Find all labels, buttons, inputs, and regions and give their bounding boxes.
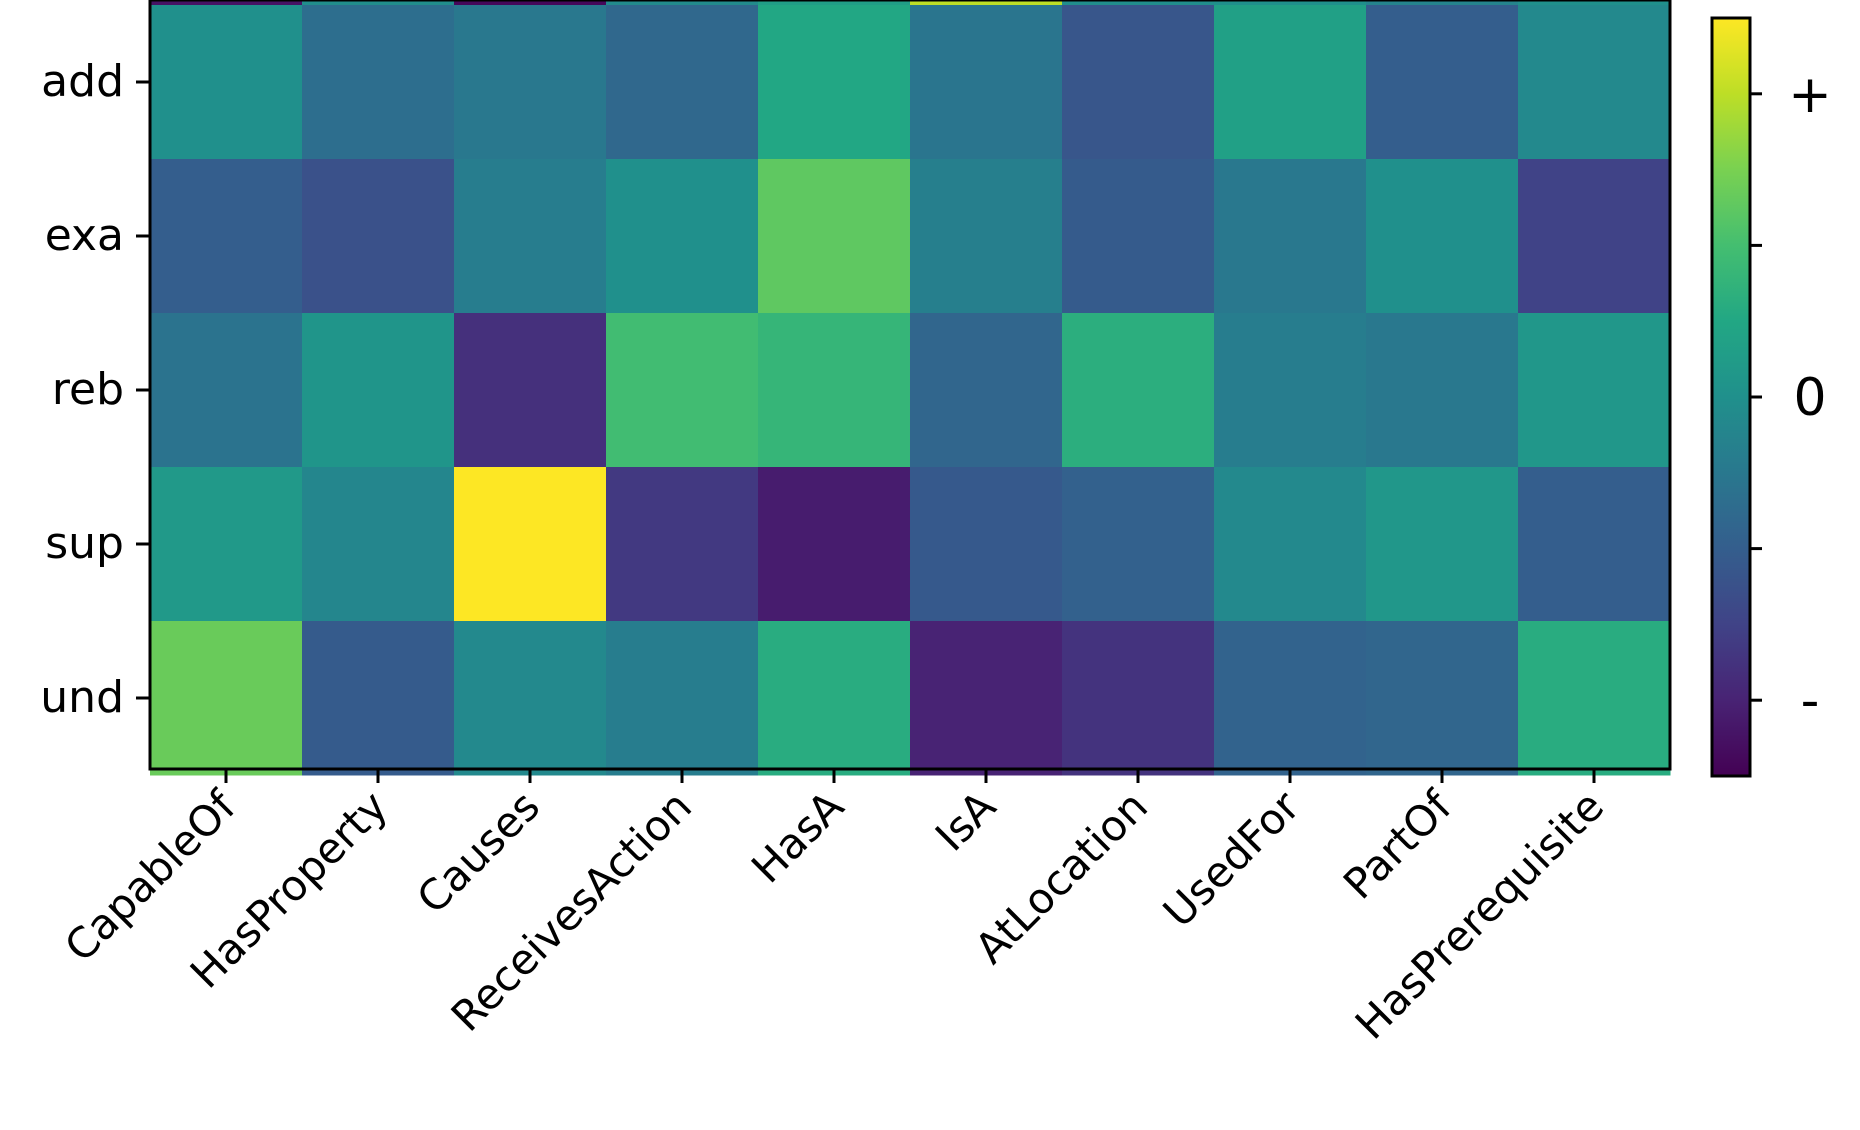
heatmap-cell [454,621,607,776]
heatmap-cell-partial [910,0,1063,6]
heatmap-cell [150,5,303,160]
heatmap-cell [910,313,1063,468]
heatmap-cell [1518,467,1671,622]
colorbar-tick-label: - [1801,671,1820,731]
x-tick-label: HasA [742,781,853,892]
heatmap-cell-partial [606,0,759,6]
y-tick-label: add [41,56,124,107]
heatmap-cell [454,467,607,622]
heatmap-cell [758,159,911,314]
heatmap-cell [1062,621,1215,776]
colorbar-tick-label: 0 [1793,368,1826,428]
heatmap-cell-partial [1518,0,1671,6]
heatmap-cell [1366,159,1519,314]
heatmap-cell [1518,621,1671,776]
y-tick-label: und [40,672,124,723]
heatmap-cell [1214,5,1367,160]
y-axis: add exa reb sup und [40,56,150,723]
heatmap-cell [1366,5,1519,160]
heatmap-cell [606,621,759,776]
heatmap-cell [606,159,759,314]
plot-frame [148,0,1672,771]
heatmap-cell [758,621,911,776]
heatmap-cell-partial [1366,0,1519,6]
heatmap-cell [1366,621,1519,776]
heatmap-cell [1214,313,1367,468]
heatmap-cell [910,467,1063,622]
heatmap-cell [910,621,1063,776]
heatmap-cell [150,467,303,622]
heatmap-cells [150,0,1671,776]
heatmap-cell [1518,5,1671,160]
heatmap-cell [606,313,759,468]
heatmap-cell [1518,159,1671,314]
heatmap-cell [150,159,303,314]
x-tick-label: PartOf [1334,781,1462,909]
x-tick-label: UsedFor [1154,781,1310,937]
heatmap-cell [758,467,911,622]
heatmap-cell [454,5,607,160]
x-tick-label: Causes [407,781,549,923]
y-tick-label: sup [45,518,124,569]
heatmap-cell-partial [454,0,607,6]
heatmap-cell-partial [302,0,455,6]
heatmap-cell [150,313,303,468]
heatmap-cell [1214,159,1367,314]
heatmap-cell [1062,313,1215,468]
heatmap-cell-partial [1214,0,1367,6]
heatmap-cell-partial [1062,0,1215,6]
heatmap-cell [302,5,455,160]
heatmap-cell [302,467,455,622]
heatmap-cell [1366,467,1519,622]
heatmap-cell [910,159,1063,314]
heatmap-cell [1214,467,1367,622]
heatmap-cell [302,621,455,776]
y-tick-label: reb [52,364,124,415]
heatmap-cell-partial [150,0,303,6]
heatmap-cell [454,159,607,314]
heatmap-cell [758,5,911,160]
heatmap-cell [302,159,455,314]
heatmap-cell [302,313,455,468]
x-tick-label: IsA [926,781,1005,860]
heatmap-cell [150,621,303,776]
heatmap-cell [1062,467,1215,622]
heatmap-cell-partial [758,0,911,6]
heatmap-cell [1366,313,1519,468]
heatmap-cell [1062,5,1215,160]
heatmap-cell [1062,159,1215,314]
colorbar-tick-label: + [1788,65,1832,125]
colorbar-bar [1710,16,1752,778]
heatmap-cell [758,313,911,468]
heatmap-cell [1518,313,1671,468]
colorbar: +0 - [1710,16,1832,778]
y-tick-label: exa [45,210,124,261]
heatmap-cell [910,5,1063,160]
heatmap-cell [606,5,759,160]
heatmap-cell [1214,621,1367,776]
heatmap-cell [454,313,607,468]
heatmap-cell [606,467,759,622]
